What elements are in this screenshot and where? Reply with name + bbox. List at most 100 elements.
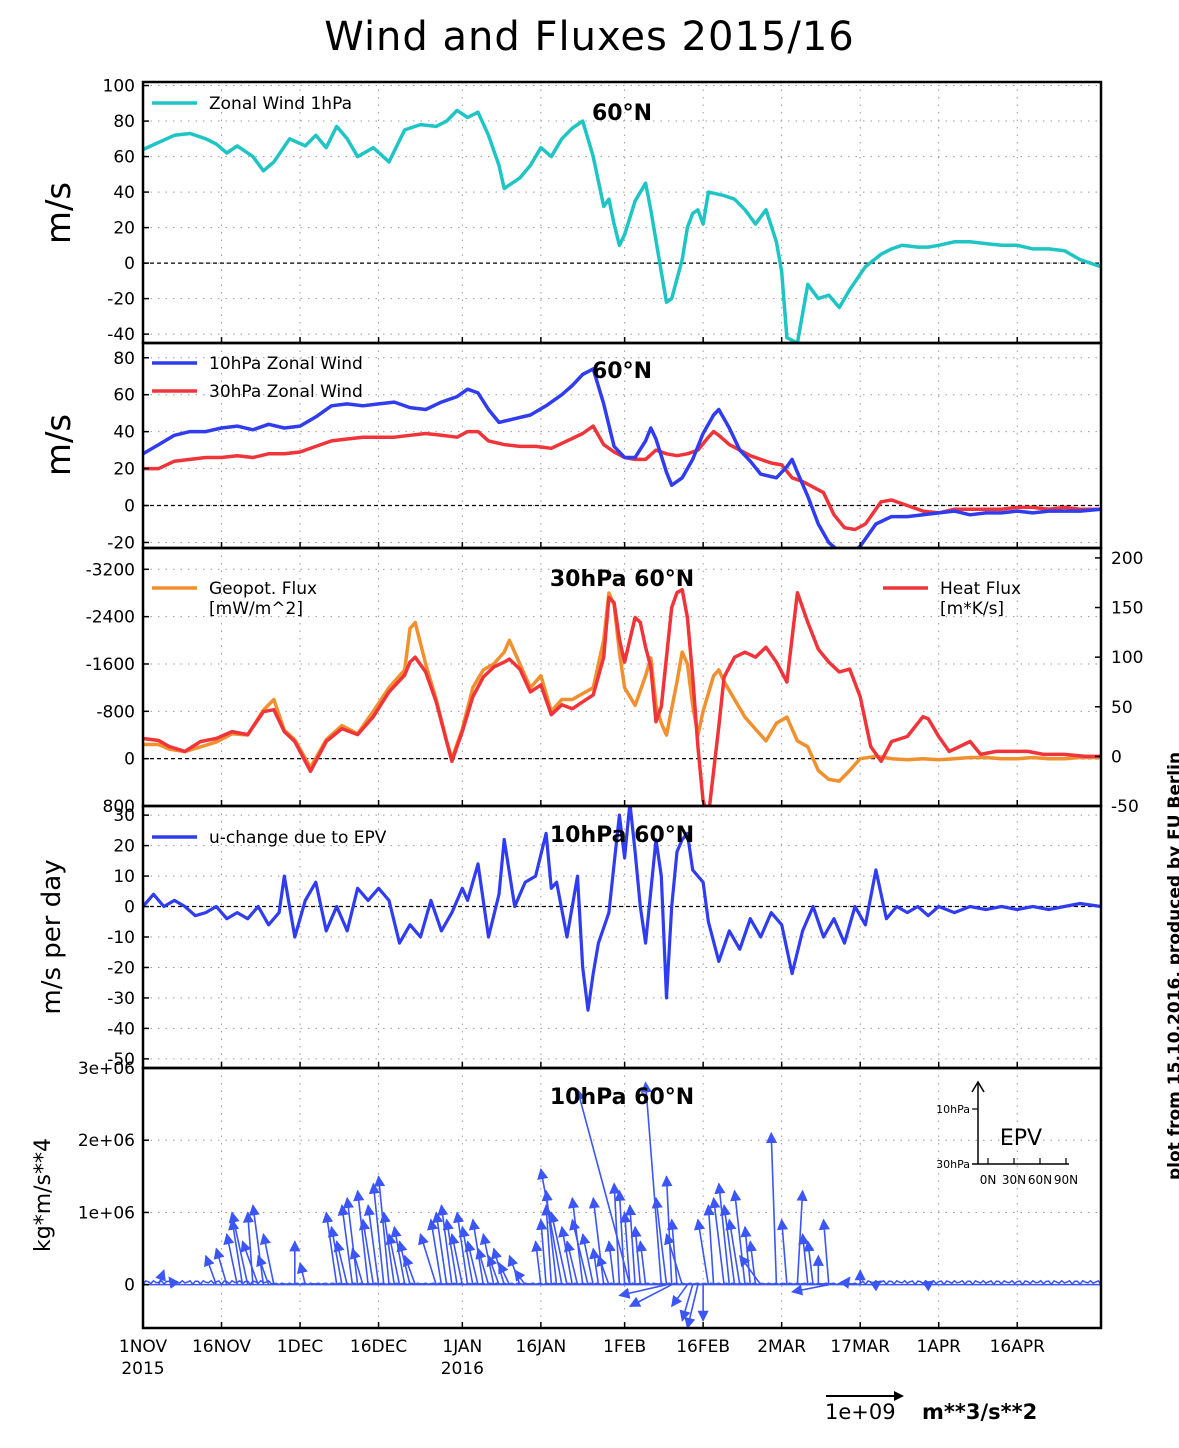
vector-arrow: [536, 1218, 548, 1285]
vector-arrow: [579, 1233, 594, 1285]
data-layer: [143, 108, 1101, 1328]
vector-arrow: [796, 1189, 808, 1285]
series-line-zonal-1hpa: [143, 108, 1101, 343]
x-tick-label: 16APR: [990, 1337, 1046, 1357]
vector-arrow: [745, 1240, 758, 1285]
x-tick-label: 1DEC: [277, 1337, 324, 1357]
vector-arrow: [475, 1247, 490, 1285]
legend-unit: [mW/m^2]: [209, 599, 303, 619]
vector-arrow: [385, 1233, 401, 1285]
x-tick-year: 2016: [441, 1359, 484, 1379]
vector-arrow: [725, 1218, 741, 1285]
panel-annotation: 30hPa 60°N: [550, 567, 694, 592]
legend-unit: [m*K/s]: [940, 599, 1004, 619]
vector-arrow: [798, 1232, 810, 1285]
y-tick-label-left: -3200: [86, 560, 135, 580]
y-tick-label: -40: [107, 325, 135, 345]
epv-inset-ytick: 10hPa: [936, 1103, 970, 1116]
series-line-30hpa: [143, 424, 1101, 532]
vector-arrow: [342, 1196, 359, 1285]
vector-arrow: [203, 1254, 218, 1285]
series-line-heat-flux: [143, 587, 1101, 806]
vector-arrow: [684, 1284, 699, 1328]
y-tick-label: 2e+06: [78, 1131, 135, 1151]
vector-arrow: [541, 1204, 553, 1285]
vector-arrow: [327, 1225, 343, 1285]
y-axis-label: m/s: [39, 182, 79, 244]
vector-arrow: [240, 1240, 259, 1285]
vector-arrow: [630, 1225, 642, 1285]
x-tick-label: 1NOV: [119, 1337, 168, 1357]
y-tick-label: 0: [124, 254, 135, 274]
vector-arrow: [693, 1218, 710, 1285]
y-tick-label: -20: [107, 958, 135, 978]
vector-arrow: [379, 1211, 396, 1285]
vector-arrow: [574, 1088, 631, 1285]
panel-frame: [141, 1066, 1103, 1330]
vector-arrow: [869, 1280, 883, 1292]
y-tick-label-left: -2400: [86, 608, 135, 628]
x-tick-label: 1JAN: [442, 1337, 482, 1357]
vector-arrow: [228, 1218, 244, 1285]
y-tick-label: 80: [113, 349, 135, 369]
vector-arrow: [624, 1204, 637, 1285]
y-tick-label: 30: [113, 806, 135, 826]
y-tick-label: 40: [113, 423, 135, 443]
vector-arrow: [437, 1204, 453, 1285]
legend-label: 10hPa Zonal Wind: [209, 354, 363, 374]
vector-arrow: [628, 1283, 673, 1308]
vector-arrow: [709, 1196, 725, 1285]
series-line-u-change: [143, 806, 1101, 1012]
vector-arrow: [604, 1240, 616, 1285]
y-tick-label-right: 0: [1111, 747, 1122, 767]
vector-arrow: [569, 1218, 589, 1285]
vector-arrow: [418, 1233, 437, 1285]
y-tick-label: 80: [113, 112, 135, 132]
vector-arrow: [491, 1247, 505, 1285]
legend-label: u-change due to EPV: [209, 828, 387, 848]
vector-arrow: [922, 1280, 935, 1292]
legend-label: Zonal Wind 1hPa: [209, 94, 352, 114]
series-line-10hpa: [143, 367, 1101, 548]
vector-arrow: [242, 1211, 255, 1285]
vector-arrow: [818, 1218, 830, 1285]
y-tick-label: -50: [107, 1050, 135, 1070]
vector-arrow: [640, 1081, 663, 1285]
y-tick-label: 20: [113, 837, 135, 857]
x-tick-label: 1FEB: [603, 1337, 646, 1357]
x-tick-label: 16JAN: [516, 1337, 567, 1357]
vector-arrow: [666, 1218, 679, 1285]
x-tick-label: 16DEC: [350, 1337, 407, 1357]
vector-arrow: [432, 1211, 448, 1285]
y-tick-label: 0: [124, 898, 135, 918]
y-tick-label: 20: [113, 219, 135, 239]
vector-arrow: [453, 1211, 469, 1285]
vector-arrow: [671, 1284, 689, 1308]
vector-arrow: [839, 1276, 851, 1289]
vector-arrow: [803, 1240, 815, 1285]
y-tick-label: 60: [113, 148, 135, 168]
vector-arrow: [353, 1189, 369, 1285]
vector-arrow: [703, 1204, 715, 1285]
y-tick-label: 10: [113, 867, 135, 887]
legend-label: Heat Flux: [940, 579, 1021, 599]
y-axis-label: m/s: [39, 414, 79, 476]
vector-arrow: [390, 1225, 406, 1285]
vector-arrow: [248, 1204, 265, 1285]
y-axis-label: kg*m/s**4: [31, 1138, 56, 1252]
y-tick-label-left: -800: [96, 702, 135, 722]
vector-arrow: [213, 1247, 228, 1285]
vector-arrow: [479, 1233, 495, 1285]
series-line-geopot-flux: [143, 591, 1101, 783]
x-tick-label: 17MAR: [830, 1337, 890, 1357]
x-tick-label: 2MAR: [757, 1337, 806, 1357]
vector-arrow: [619, 1211, 631, 1285]
vector-scale-units: m**3/s**2: [922, 1400, 1037, 1424]
x-tick-label: 16NOV: [192, 1337, 251, 1357]
vector-arrow: [458, 1225, 474, 1285]
y-tick-label-right: 200: [1111, 549, 1143, 569]
vector-arrow: [664, 1233, 683, 1285]
epv-inset-label: EPV: [1000, 1126, 1042, 1151]
y-axis-label: m/s per day: [37, 859, 67, 1014]
